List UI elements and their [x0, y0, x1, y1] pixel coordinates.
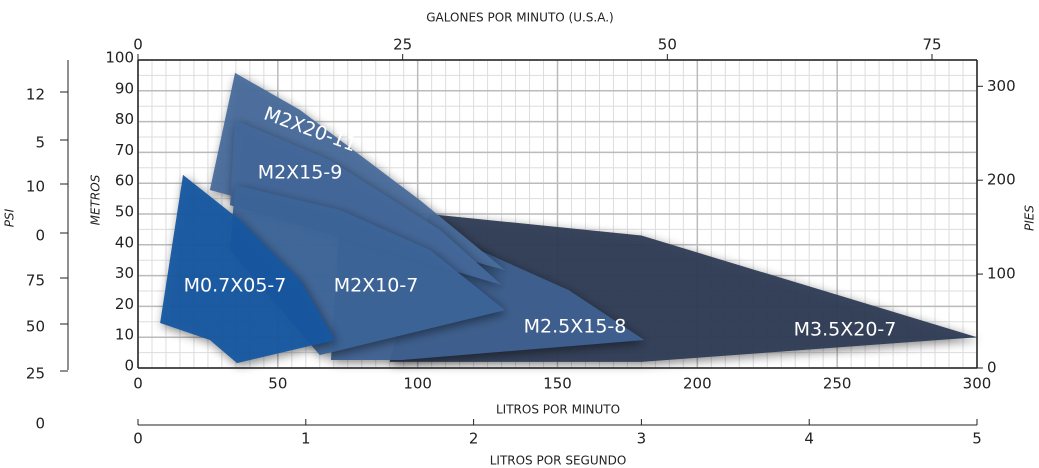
y3-tick-label: 5 — [35, 134, 45, 152]
x3-tick-label: 4 — [804, 430, 814, 448]
y2-title: PIES — [1023, 205, 1037, 231]
region-label: M3.5X20-7 — [794, 319, 897, 341]
region — [209, 72, 505, 271]
y3-tick-label: 75 — [26, 272, 45, 290]
x3-tick-label: 1 — [301, 430, 311, 448]
x2-tick-label: 0 — [133, 36, 143, 54]
y2-tick-label: 200 — [987, 171, 1016, 189]
y-tick-label: 50 — [115, 203, 134, 221]
region — [160, 174, 335, 364]
y3-tick-label: 10 — [26, 178, 45, 196]
y-tick-label: 70 — [115, 141, 134, 159]
y3-tick-label: 12 — [26, 86, 45, 104]
x-tick-label: 200 — [683, 375, 712, 393]
x2-title: GALONES POR MINUTO (U.S.A.) — [426, 11, 613, 25]
x-tick-label: 300 — [963, 375, 992, 393]
x3-tick-label: 5 — [972, 430, 982, 448]
y2-tick-label: 300 — [987, 77, 1016, 95]
x3-tick-label: 0 — [133, 430, 143, 448]
y-tick-label: 90 — [115, 79, 134, 97]
y2-tick-label: 100 — [987, 265, 1016, 283]
x-tick-label: 0 — [133, 375, 143, 393]
region — [230, 120, 502, 285]
x2-tick-label: 75 — [922, 36, 941, 54]
region-label: M0.7X05-7 — [184, 275, 287, 297]
x2-tick-label: 50 — [658, 36, 677, 54]
region-label: M2.5X15-8 — [524, 316, 627, 338]
x-tick-label: 50 — [268, 375, 287, 393]
y3-tick-label: 0 — [35, 415, 45, 433]
x-tick-label: 150 — [543, 375, 572, 393]
x-tick-label: 250 — [823, 375, 852, 393]
y-tick-label: 30 — [115, 264, 134, 282]
y-tick-label: 20 — [115, 295, 134, 313]
y-tick-label: 80 — [115, 110, 134, 128]
x3-tick-label: 3 — [637, 430, 647, 448]
y3-tick-label: 25 — [26, 365, 45, 383]
y-tick-label: 60 — [115, 172, 134, 190]
y-tick-label: 40 — [115, 233, 134, 251]
y-title: METROS — [89, 174, 103, 225]
region-label: M2X15-9 — [258, 162, 343, 184]
y2-tick-label: 0 — [987, 359, 997, 377]
y-tick-label: 0 — [124, 357, 134, 375]
y-tick-label: 10 — [115, 326, 134, 344]
x-title: LITROS POR MINUTO — [496, 403, 620, 417]
y3-title: PSI — [3, 208, 17, 227]
y3-tick-label: 0 — [35, 227, 45, 245]
x-tick-label: 100 — [403, 375, 432, 393]
x3-title: LITROS POR SEGUNDO — [490, 454, 627, 468]
y3-tick-label: 50 — [26, 318, 45, 336]
region-label: M2X10-7 — [334, 275, 419, 297]
x3-tick-label: 2 — [469, 430, 479, 448]
y-tick-label: 100 — [105, 49, 134, 67]
x2-tick-label: 25 — [393, 36, 412, 54]
